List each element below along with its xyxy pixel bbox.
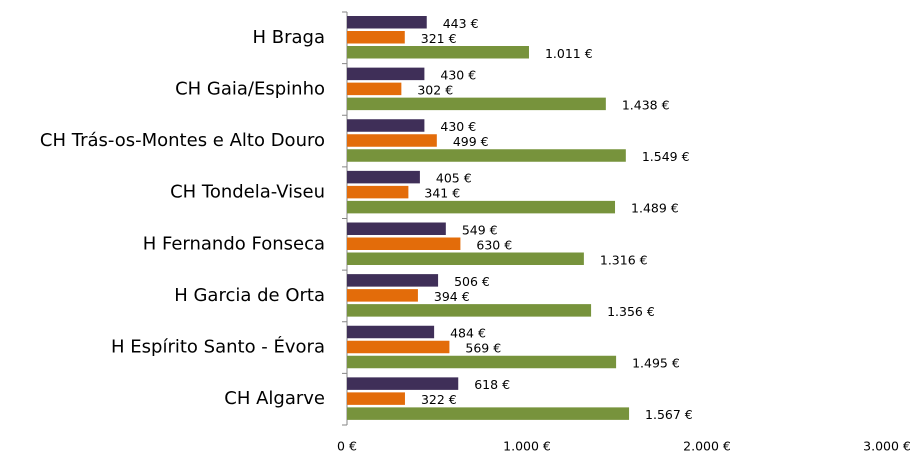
category-label: H Espírito Santo - Évora	[111, 336, 325, 358]
x-tick-label: 0 €	[337, 439, 357, 454]
value-label: 484 €	[450, 326, 486, 341]
value-label: 302 €	[417, 82, 453, 97]
value-label: 1.316 €	[600, 252, 648, 267]
bar	[347, 392, 405, 405]
bar	[347, 252, 584, 265]
bar	[347, 170, 420, 184]
category-label: CH Trás-os-Montes e Alto Douro	[40, 130, 325, 151]
category-label: CH Tondela-Viseu	[170, 182, 325, 203]
bar	[347, 119, 425, 132]
value-label: 1.495 €	[632, 356, 680, 371]
bar	[347, 134, 437, 147]
bar	[347, 304, 592, 317]
bar	[347, 67, 425, 81]
value-label: 430 €	[440, 67, 476, 82]
value-label: 506 €	[454, 274, 490, 289]
bar	[347, 31, 405, 44]
x-tick-label: 3.000 €	[863, 439, 911, 454]
value-label: 430 €	[440, 119, 476, 134]
category-label: H Braga	[253, 27, 326, 48]
value-label: 405 €	[436, 171, 472, 186]
value-label: 618 €	[474, 377, 510, 392]
bar	[347, 325, 435, 339]
value-label: 1.489 €	[631, 201, 679, 216]
value-label: 630 €	[476, 237, 512, 252]
bar	[347, 407, 630, 420]
bar	[347, 200, 616, 214]
bar	[347, 377, 459, 390]
category-label: H Fernando Fonseca	[143, 233, 325, 254]
bar	[347, 46, 529, 59]
bar	[347, 289, 418, 302]
value-label: 321 €	[421, 31, 457, 46]
value-label: 1.567 €	[645, 407, 693, 422]
x-tick-label: 2.000 €	[683, 439, 731, 454]
value-label: 1.011 €	[545, 46, 593, 61]
x-tick-label: 1.000 €	[503, 439, 551, 454]
value-label: 394 €	[434, 289, 470, 304]
value-label: 1.356 €	[607, 304, 655, 319]
value-label: 341 €	[424, 186, 460, 201]
bar	[347, 16, 427, 29]
category-label: CH Gaia/Espinho	[175, 78, 325, 99]
value-label: 499 €	[453, 134, 489, 149]
value-label: 322 €	[421, 392, 457, 407]
bar	[347, 222, 446, 235]
bar	[347, 97, 606, 111]
value-label: 549 €	[462, 222, 498, 237]
value-label: 569 €	[465, 341, 501, 356]
bar	[347, 185, 409, 199]
value-label: 443 €	[443, 16, 479, 31]
bar	[347, 340, 450, 354]
bar	[347, 355, 617, 369]
bar	[347, 82, 402, 96]
category-label: CH Algarve	[224, 388, 325, 409]
value-label: 1.549 €	[642, 149, 690, 164]
bar	[347, 237, 461, 250]
bar	[347, 149, 626, 162]
value-label: 1.438 €	[622, 97, 670, 112]
category-label: H Garcia de Orta	[174, 285, 325, 306]
bar	[347, 274, 439, 287]
